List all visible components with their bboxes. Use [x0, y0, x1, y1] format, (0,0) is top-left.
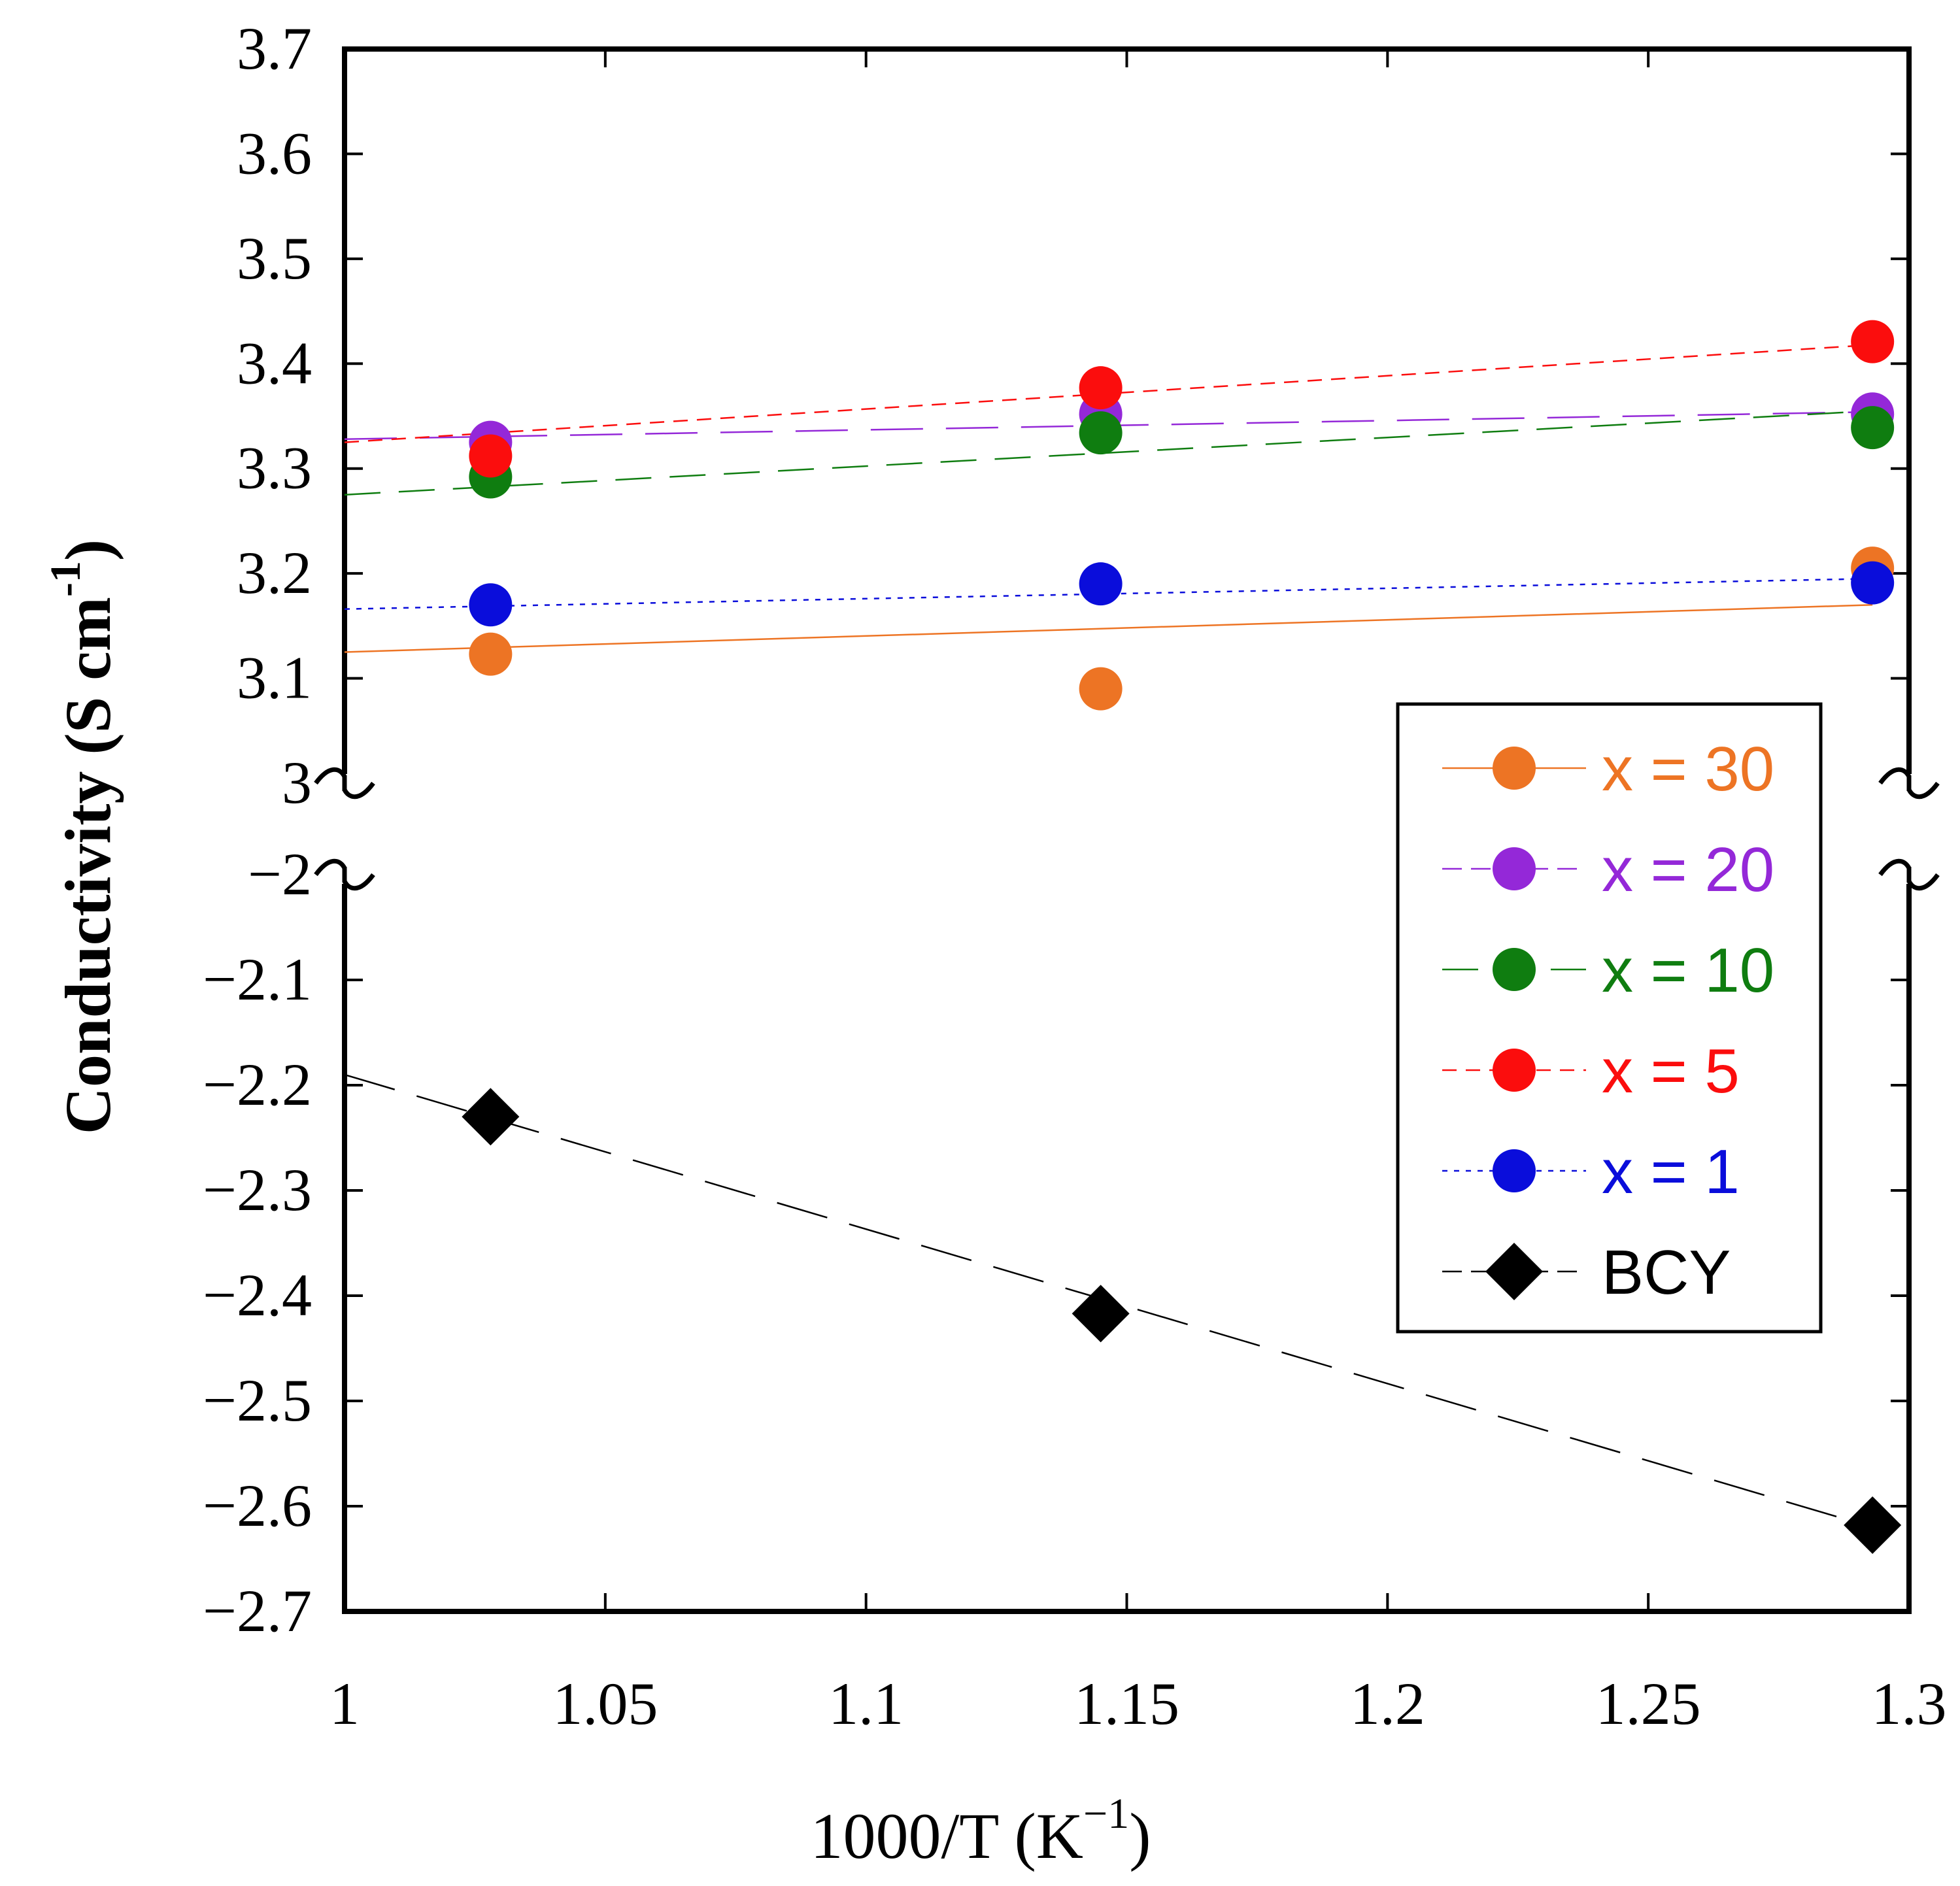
y-tick-label: −2: [248, 841, 312, 907]
y-axis-title-sup: -1: [42, 561, 90, 597]
y-tick-label: −2.6: [203, 1472, 312, 1539]
point-bcy: [1072, 1285, 1130, 1343]
y-tick-label: −2.3: [203, 1156, 312, 1223]
legend-label-x-10: x = 10: [1602, 935, 1774, 1005]
x-axis-title-text: 1000/T (K: [810, 1800, 1083, 1872]
legend-marker-x-20: [1493, 847, 1536, 890]
point-x-30: [469, 632, 513, 676]
legend-box: [1396, 702, 1823, 1334]
point-x-1: [1079, 562, 1123, 606]
y-tick-label: 3.2: [237, 539, 312, 606]
point-x-5: [1851, 320, 1895, 363]
x-axis-title-close: ): [1129, 1800, 1151, 1872]
axis-break-mark-left-top: [314, 767, 375, 800]
y-axis-title-text: Conductivity (S cm: [52, 597, 124, 1134]
y-tick-label: 3.7: [237, 15, 312, 82]
point-x-10: [1851, 406, 1895, 450]
y-tick-label: 3.3: [237, 435, 312, 501]
x-tick-label: 1: [329, 1670, 360, 1737]
x-tick-label: 1.15: [1074, 1670, 1179, 1737]
x-tick-label: 1.1: [828, 1670, 904, 1737]
y-tick-label: −2.2: [203, 1051, 312, 1118]
axes: [314, 46, 1940, 1614]
legend-marker-bcy: [1485, 1243, 1543, 1300]
legend-marker-x-30: [1493, 747, 1536, 790]
legend-marker-x-1: [1493, 1149, 1536, 1192]
y-tick-label: 3.6: [237, 120, 312, 186]
y-tick-label: 3.1: [237, 645, 312, 711]
x-tick-label: 1.05: [552, 1670, 658, 1737]
legend-marker-x-10: [1493, 948, 1536, 991]
legend-marker-x-5: [1493, 1049, 1536, 1092]
legend-label-x-30: x = 30: [1602, 734, 1774, 804]
y-tick-label: −2.1: [203, 946, 312, 1013]
axis-break-mark-right-bottom: [1878, 858, 1940, 891]
legend-label-bcy: BCY: [1602, 1238, 1731, 1307]
point-bcy: [462, 1088, 520, 1146]
data-points: [462, 320, 1902, 1554]
axis-break-mark-right-top: [1878, 767, 1940, 800]
legend-label-x-5: x = 5: [1602, 1036, 1740, 1106]
axis-break-mark-left-bottom: [314, 858, 375, 891]
y-tick-label: 3.5: [237, 225, 312, 292]
x-tick-label: 1.3: [1872, 1670, 1947, 1737]
point-x-1: [1851, 561, 1895, 605]
y-tick-label: 3.4: [237, 329, 312, 396]
x-axis-title: 1000/T (K−1): [810, 1790, 1151, 1872]
y-tick-label: −2.5: [203, 1367, 312, 1434]
x-tick-label: 1.25: [1596, 1670, 1701, 1737]
y-axis-title-close: ): [52, 539, 124, 561]
point-x-30: [1079, 667, 1123, 711]
point-bcy: [1844, 1496, 1902, 1554]
y-tick-label: −2.4: [203, 1262, 312, 1328]
point-x-1: [469, 583, 513, 627]
x-axis-title-sup: −1: [1083, 1790, 1129, 1838]
fit-line-x-1: [344, 577, 1873, 610]
x-tick-label: 1.2: [1350, 1670, 1425, 1737]
tick-labels: 3 3.1 3.2 3.3 3.4 3.5 3.6 3.7 −2 −2.1 −2.2 −2.3 −2.4…: [203, 15, 1946, 1737]
y-tick-label: 3: [282, 749, 312, 816]
y-axis-title: Conductivity (S cm-1): [42, 539, 124, 1135]
point-x-5: [469, 434, 513, 478]
y-tick-label: −2.7: [203, 1577, 312, 1644]
legend: x = 30 x = 20 x = 10 x = 5 x = 1 BCY: [1396, 702, 1823, 1334]
legend-label-x-20: x = 20: [1602, 835, 1774, 905]
fit-line-x-30: [344, 604, 1873, 653]
legend-label-x-1: x = 1: [1602, 1137, 1740, 1207]
point-x-10: [1079, 411, 1123, 455]
point-x-5: [1079, 366, 1123, 410]
